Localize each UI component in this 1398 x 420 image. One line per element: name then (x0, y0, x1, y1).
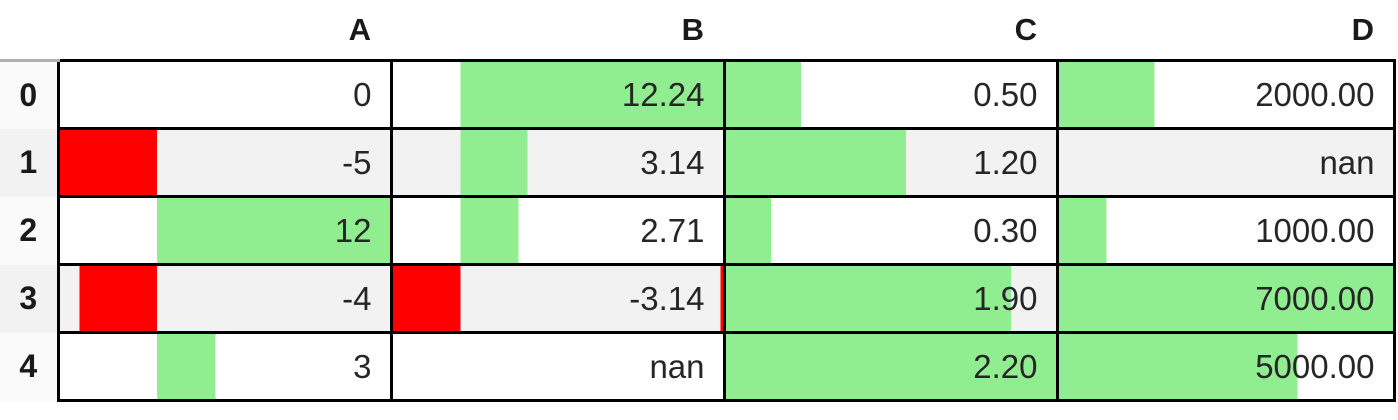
column-header-c: C (724, 0, 1057, 62)
row-index: 1 (0, 128, 58, 197)
table-row: 4 3 nan 2.20 5000.00 (0, 331, 1396, 402)
data-cell: -4 (56, 263, 393, 334)
data-cell: 1000.00 (1055, 195, 1396, 266)
data-cell: 3 (56, 331, 393, 402)
index-header-corner (0, 0, 58, 62)
column-header-d: D (1057, 0, 1394, 62)
row-index: 3 (0, 264, 58, 333)
data-cell: nan (389, 331, 726, 402)
data-cell: 2000.00 (1055, 59, 1396, 130)
table-row: 3 -4 -3.14 1.90 7000.00 (0, 263, 1396, 334)
data-cell: -3.14 (389, 263, 726, 334)
row-index: 4 (0, 332, 58, 401)
header-row: A B C D (0, 0, 1394, 62)
row-index: 0 (0, 60, 58, 129)
data-cell: 3.14 (389, 127, 726, 198)
data-cell: 1.20 (722, 127, 1059, 198)
data-cell: 5000.00 (1055, 331, 1396, 402)
dataframe-table: A B C D 0 0 12.24 0.50 2000.00 1 -5 3.14… (0, 0, 1396, 402)
data-cell: 2.71 (389, 195, 726, 266)
data-cell: 0 (56, 59, 393, 130)
data-cell: 1.90 (722, 263, 1059, 334)
data-cell: 0.30 (722, 195, 1059, 266)
data-cell: -5 (56, 127, 393, 198)
data-cell: 7000.00 (1055, 263, 1396, 334)
data-cell: 12.24 (389, 59, 726, 130)
table-row: 2 12 2.71 0.30 1000.00 (0, 195, 1396, 266)
data-cell: nan (1055, 127, 1396, 198)
column-header-b: B (391, 0, 724, 62)
row-index: 2 (0, 196, 58, 265)
data-cell: 2.20 (722, 331, 1059, 402)
table-row: 0 0 12.24 0.50 2000.00 (0, 59, 1396, 130)
table-row: 1 -5 3.14 1.20 nan (0, 127, 1396, 198)
data-cell: 0.50 (722, 59, 1059, 130)
data-cell: 12 (56, 195, 393, 266)
column-header-a: A (58, 0, 391, 62)
